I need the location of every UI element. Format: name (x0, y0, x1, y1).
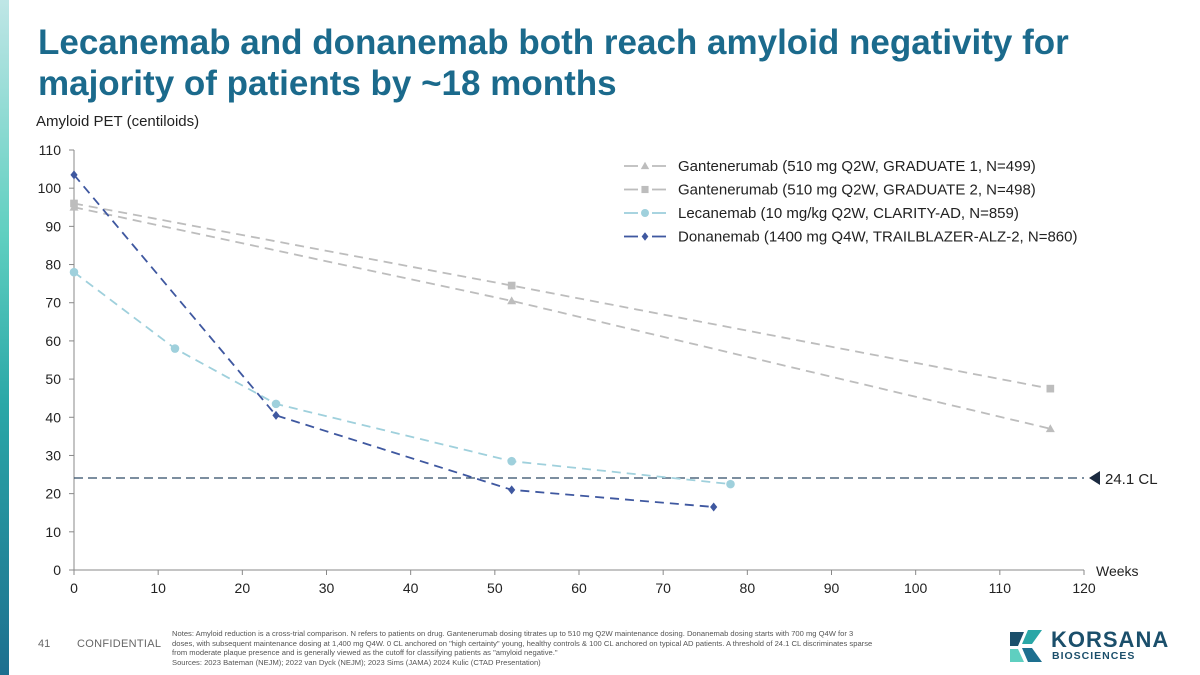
data-point-square (507, 281, 516, 290)
data-point-circle (726, 479, 735, 489)
accent-bar (0, 0, 9, 675)
y-tick-label: 50 (45, 371, 61, 387)
series-line-1 (73, 206, 1051, 430)
x-tick-label: 50 (487, 580, 503, 596)
y-tick-label: 0 (53, 562, 61, 578)
x-tick-label: 20 (235, 580, 251, 596)
title-line-2: majority of patients by ~18 months (38, 64, 617, 103)
y-tick-label: 80 (45, 257, 61, 273)
data-point-diamond (710, 502, 718, 512)
data-point-triangle (1045, 424, 1055, 433)
series-line-4 (73, 174, 714, 508)
x-tick-label: 40 (403, 580, 419, 596)
x-tick-label: 120 (1072, 580, 1096, 596)
data-point-circle (69, 267, 79, 277)
page-number: 41 (38, 638, 51, 650)
data-point-diamond (70, 170, 78, 180)
x-tick-label: 0 (70, 580, 78, 596)
data-point-diamond (272, 410, 280, 420)
threshold-label: 24.1 CL (1105, 471, 1158, 488)
threshold-arrow-icon (1089, 470, 1100, 485)
data-point-diamond (508, 485, 516, 495)
y-tick-label: 60 (45, 333, 61, 349)
series-line-3 (73, 271, 731, 485)
y-tick-label: 30 (45, 447, 61, 463)
y-axis-label: Amyloid PET (centiloids) (36, 113, 200, 130)
y-tick-label: 20 (45, 486, 61, 502)
y-tick-label: 10 (45, 524, 61, 540)
legend-label: Gantenerumab (510 mg Q2W, GRADUATE 2, N=… (678, 182, 1036, 199)
logo-wordmark: KORSANA (1051, 627, 1170, 652)
y-tick-label: 70 (45, 295, 61, 311)
x-axis-label: Weeks (1096, 563, 1139, 579)
footnote-line: from moderate plaque presence and is gen… (172, 648, 558, 658)
title-line-1: Lecanemab and donanemab both reach amylo… (38, 23, 1069, 62)
footnote-line: Sources: 2023 Bateman (NEJM); 2022 van D… (172, 657, 541, 667)
footnote-line: doses, with subsequent maintenance dosin… (172, 638, 873, 648)
logo-mark-icon (1010, 630, 1042, 662)
x-tick-label: 60 (571, 580, 587, 596)
data-point-square (1046, 384, 1055, 393)
x-tick-label: 30 (319, 580, 335, 596)
y-tick-label: 110 (39, 142, 62, 158)
x-tick-label: 10 (150, 580, 166, 596)
data-point-square (70, 199, 78, 208)
series-line-2 (73, 202, 1051, 390)
legend-marker-triangle (640, 161, 650, 170)
footnotes: Notes: Amyloid reduction is a cross-tria… (172, 629, 992, 667)
page-title: Lecanemab and donanemab both reach amylo… (38, 22, 1168, 104)
legend-label: Donanemab (1400 mg Q4W, TRAILBLAZER-ALZ-… (678, 229, 1078, 246)
data-point-circle (507, 456, 516, 466)
legend-marker-circle (641, 209, 649, 217)
data-point-circle (271, 399, 281, 409)
legend-label: Lecanemab (10 mg/kg Q2W, CLARITY-AD, N=8… (678, 205, 1019, 222)
legend-marker-square (641, 185, 649, 194)
confidential-label: CONFIDENTIAL (77, 638, 162, 650)
legend-marker-diamond (641, 232, 649, 241)
data-point-triangle (507, 296, 517, 305)
data-point-circle (170, 344, 180, 353)
y-tick-label: 100 (38, 180, 62, 196)
legend-label: Gantenerumab (510 mg Q2W, GRADUATE 1, N=… (678, 158, 1036, 175)
y-tick-label: 40 (45, 409, 61, 425)
footnote-line: Notes: Amyloid reduction is a cross-tria… (172, 629, 854, 638)
x-tick-label: 80 (740, 580, 756, 596)
x-tick-label: 110 (989, 580, 1012, 596)
x-tick-label: 90 (824, 580, 840, 596)
y-tick-label: 90 (45, 218, 61, 234)
x-tick-label: 70 (655, 580, 671, 596)
x-tick-label: 100 (904, 580, 928, 596)
company-logo: KORSANA BIOSCIENCES (1008, 628, 1183, 664)
logo-subtitle: BIOSCIENCES (1052, 650, 1136, 662)
